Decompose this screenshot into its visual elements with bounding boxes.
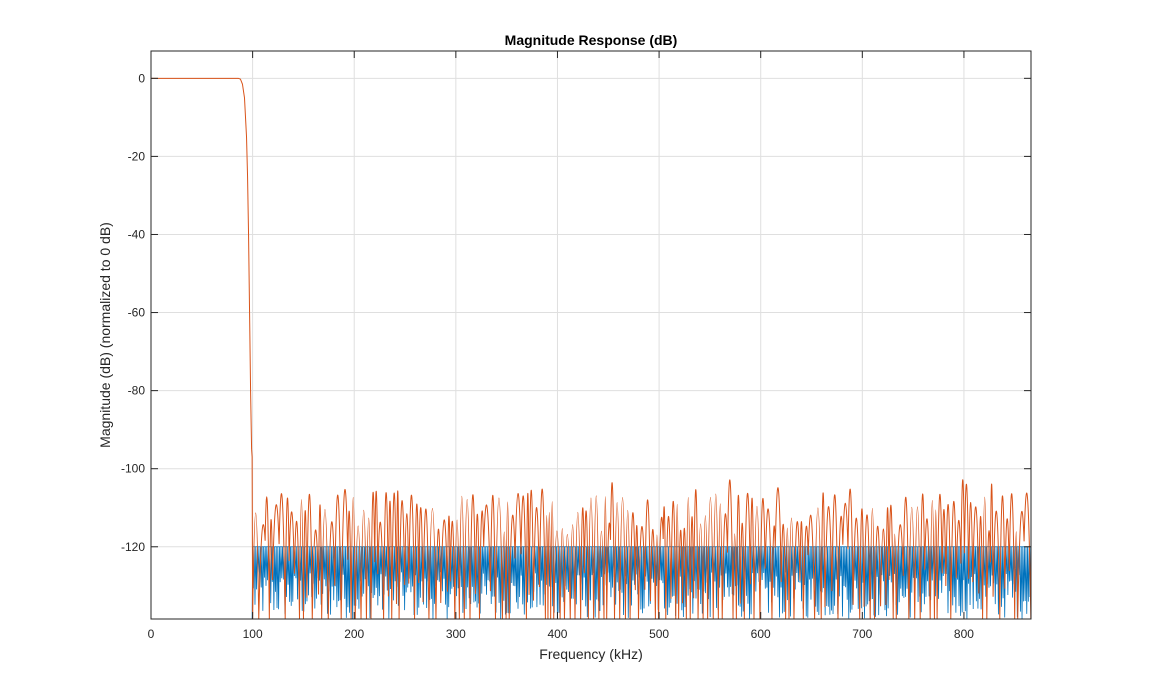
y-tick-label: -40 (128, 227, 146, 241)
x-tick-label: 500 (649, 627, 669, 641)
x-tick-label: 400 (547, 627, 567, 641)
y-tick-label: -80 (128, 384, 146, 398)
series-line-orange (151, 77, 1031, 619)
x-tick-label: 0 (148, 627, 155, 641)
y-tick-label: -100 (121, 462, 145, 476)
tick-layer: 0 100 200 300 400 500 600 700 800 0 -20 -40 -60 -80 -1… (121, 51, 1031, 641)
x-tick-label: 300 (446, 627, 466, 641)
y-axis-label: Magnitude (dB) (normalized to 0 dB) (97, 222, 113, 448)
y-tick-label: 0 (138, 71, 145, 85)
x-tick-label: 600 (751, 627, 771, 641)
x-tick-label: 100 (243, 627, 263, 641)
x-axis-label: Frequency (kHz) (539, 646, 642, 662)
x-tick-label: 800 (954, 627, 974, 641)
series-layer (151, 77, 1031, 619)
plot-background (151, 51, 1031, 619)
chart-title: Magnitude Response (dB) (505, 32, 678, 48)
y-tick-label: -60 (128, 306, 146, 320)
grid-layer (150, 51, 1031, 619)
x-tick-label: 200 (344, 627, 364, 641)
y-tick-label: -20 (128, 149, 146, 163)
x-tick-label: 700 (852, 627, 872, 641)
plot-frame (150, 50, 1032, 620)
y-tick-label: -120 (121, 540, 145, 554)
